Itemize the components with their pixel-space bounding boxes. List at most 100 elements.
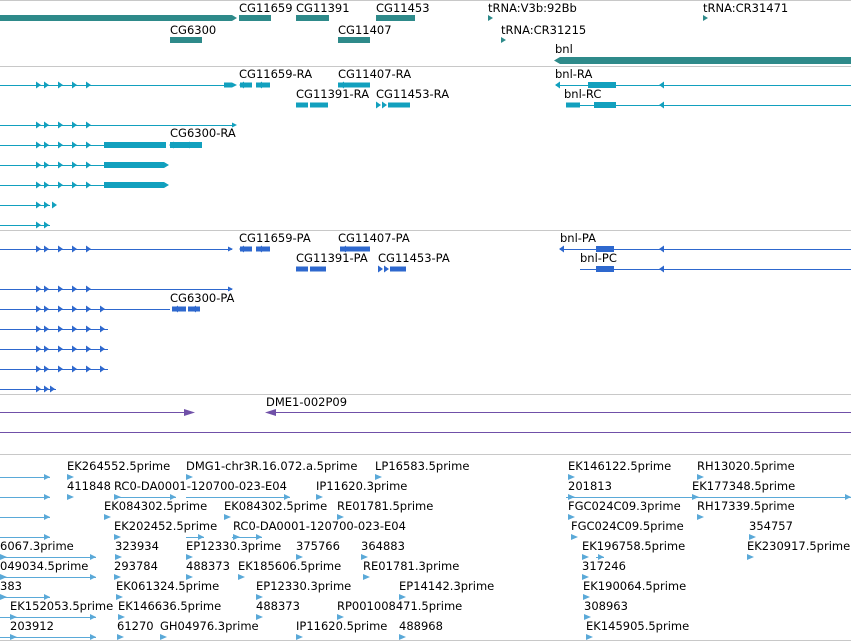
strand-arrow[interactable]: [257, 81, 262, 89]
strand-arrow[interactable]: [44, 81, 49, 89]
strand-arrow[interactable]: [341, 245, 346, 253]
est-glyph[interactable]: [186, 554, 193, 560]
est-glyph[interactable]: [186, 574, 193, 580]
est-glyph[interactable]: [697, 474, 704, 480]
est-glyph-arrow[interactable]: [90, 574, 96, 580]
est-glyph[interactable]: [256, 614, 263, 620]
strand-arrow[interactable]: [58, 181, 63, 189]
est-glyph[interactable]: [296, 634, 303, 640]
exon-box[interactable]: [172, 306, 186, 312]
strand-arrow[interactable]: [58, 285, 63, 293]
strand-arrow[interactable]: [239, 81, 244, 89]
est-glyph[interactable]: [586, 634, 593, 640]
exon-box[interactable]: [310, 266, 326, 272]
strand-arrow[interactable]: [58, 141, 63, 149]
exon-arrow[interactable]: [164, 162, 169, 168]
exon-box[interactable]: [240, 246, 252, 252]
strand-arrow[interactable]: [86, 285, 91, 293]
strand-arrow[interactable]: [44, 161, 49, 169]
est-glyphs[interactable]: [0, 474, 851, 640]
strand-arrow[interactable]: [86, 141, 91, 149]
strand-arrow[interactable]: [72, 161, 77, 169]
strand-arrow[interactable]: [659, 101, 664, 109]
strand-arrow[interactable]: [58, 81, 63, 89]
strand-arrow[interactable]: [44, 385, 49, 393]
est-glyph[interactable]: [582, 554, 589, 560]
exon-box[interactable]: [224, 82, 232, 88]
strand-arrow[interactable]: [36, 345, 41, 353]
est-glyph[interactable]: [399, 594, 406, 600]
strand-arrow[interactable]: [36, 305, 41, 313]
est-glyph[interactable]: [747, 554, 754, 560]
strand-arrow[interactable]: [52, 201, 57, 209]
clone-glyphs[interactable]: [0, 409, 851, 433]
strand-arrow[interactable]: [72, 141, 77, 149]
strand-arrow[interactable]: [44, 365, 49, 373]
strand-arrow[interactable]: [659, 81, 664, 89]
strand-arrow[interactable]: [72, 245, 77, 253]
est-glyph[interactable]: [238, 574, 245, 580]
exon-box[interactable]: [388, 102, 410, 108]
est-glyph[interactable]: [568, 514, 575, 520]
est-glyph[interactable]: [568, 474, 575, 480]
strand-arrow[interactable]: [559, 245, 564, 253]
exon-box[interactable]: [296, 266, 308, 272]
strand-arrow[interactable]: [86, 245, 91, 253]
est-glyph-arrow[interactable]: [845, 494, 851, 500]
strand-arrow[interactable]: [191, 305, 196, 313]
strand-arrow[interactable]: [376, 101, 381, 109]
strand-arrow[interactable]: [100, 365, 105, 373]
strand-arrow[interactable]: [100, 345, 105, 353]
est-glyph[interactable]: [361, 554, 368, 560]
strand-arrow[interactable]: [58, 121, 63, 129]
strand-arrow[interactable]: [86, 365, 91, 373]
est-glyph[interactable]: [224, 514, 231, 520]
protein-glyphs[interactable]: [0, 245, 851, 393]
strand-arrow[interactable]: [36, 221, 41, 229]
exon-box[interactable]: [350, 82, 370, 88]
strand-arrow[interactable]: [86, 121, 91, 129]
strand-arrow[interactable]: [100, 325, 105, 333]
est-glyph-arrow[interactable]: [284, 494, 290, 500]
est-glyph[interactable]: [114, 574, 121, 580]
est-glyph[interactable]: [117, 634, 124, 640]
exon-box[interactable]: [566, 102, 580, 108]
est-glyph[interactable]: [337, 514, 344, 520]
est-glyph-arrow[interactable]: [44, 514, 50, 520]
est-glyph[interactable]: [114, 534, 121, 540]
exon-box[interactable]: [104, 142, 166, 148]
strand-arrow[interactable]: [239, 245, 244, 253]
est-glyph[interactable]: [115, 554, 122, 560]
strand-arrow[interactable]: [185, 141, 190, 149]
est-glyph[interactable]: [697, 514, 704, 520]
strand-arrow[interactable]: [44, 201, 49, 209]
exon-box[interactable]: [390, 266, 406, 272]
strand-arrow[interactable]: [50, 385, 55, 393]
strand-arrow[interactable]: [72, 121, 77, 129]
exon-box[interactable]: [256, 246, 270, 252]
strand-arrow[interactable]: [36, 141, 41, 149]
strand-arrow[interactable]: [36, 245, 41, 253]
est-glyph[interactable]: [104, 514, 111, 520]
strand-arrow[interactable]: [44, 285, 49, 293]
exon-box[interactable]: [240, 82, 252, 88]
strand-arrow[interactable]: [86, 81, 91, 89]
est-glyph[interactable]: [256, 594, 263, 600]
strand-arrow[interactable]: [100, 305, 105, 313]
strand-arrow[interactable]: [169, 141, 174, 149]
strand-arrow[interactable]: [58, 365, 63, 373]
transcript-glyphs[interactable]: [0, 81, 851, 229]
est-glyph[interactable]: [399, 634, 406, 640]
exon-arrow[interactable]: [228, 286, 233, 292]
strand-arrow[interactable]: [257, 245, 262, 253]
exon-arrow[interactable]: [232, 122, 237, 128]
est-glyph-arrow[interactable]: [170, 494, 176, 500]
strand-arrow[interactable]: [659, 265, 664, 273]
strand-arrow[interactable]: [36, 365, 41, 373]
strand-arrow[interactable]: [86, 161, 91, 169]
strand-arrow[interactable]: [58, 345, 63, 353]
strand-arrow[interactable]: [555, 81, 560, 89]
exon-box[interactable]: [588, 82, 616, 88]
strand-arrow[interactable]: [72, 81, 77, 89]
est-glyph-arrow[interactable]: [256, 534, 262, 540]
